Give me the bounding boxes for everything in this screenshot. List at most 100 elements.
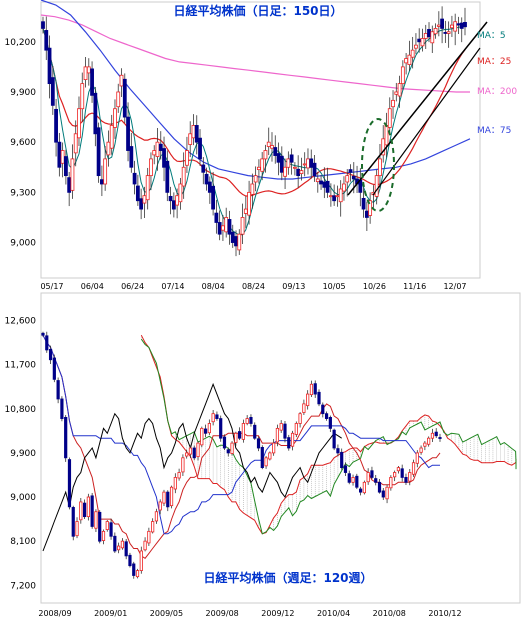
daily-candle bbox=[142, 195, 147, 204]
weekly-y-tick-label: 11,700 bbox=[5, 361, 37, 371]
daily-candle bbox=[90, 68, 94, 96]
daily-candle bbox=[453, 21, 458, 32]
daily-candle bbox=[283, 166, 287, 177]
weekly-candle bbox=[98, 511, 102, 542]
daily-candle bbox=[113, 108, 117, 128]
weekly-candle bbox=[264, 457, 268, 467]
weekly-candle bbox=[389, 477, 393, 489]
daily-candle bbox=[116, 91, 121, 108]
weekly-x-tick-label: 2010/12 bbox=[428, 609, 461, 618]
daily-candle bbox=[312, 162, 317, 177]
daily-candle bbox=[351, 175, 356, 180]
daily-candle bbox=[70, 158, 75, 191]
weekly-candle bbox=[306, 393, 310, 407]
weekly-candle bbox=[64, 417, 68, 459]
daily-candle bbox=[204, 173, 209, 185]
weekly-candle bbox=[287, 437, 291, 449]
daily-candle bbox=[384, 125, 389, 146]
weekly-candle bbox=[268, 452, 272, 460]
daily-candle bbox=[44, 30, 49, 51]
weekly-candle bbox=[82, 502, 87, 518]
daily-candle bbox=[292, 166, 297, 169]
weekly-candle bbox=[366, 472, 370, 483]
weekly-candle bbox=[396, 467, 401, 472]
daily-candle bbox=[41, 21, 45, 29]
weekly-y-tick-label: 7,200 bbox=[10, 581, 36, 591]
weekly-x-tick-label: 2009/05 bbox=[150, 609, 183, 618]
daily-x-tick-label: 06/24 bbox=[121, 282, 144, 291]
weekly-candle bbox=[196, 442, 200, 458]
daily-candle bbox=[315, 178, 320, 183]
daily-x-tick-label: 08/04 bbox=[202, 282, 225, 291]
daily-candle bbox=[158, 143, 163, 151]
weekly-candle bbox=[374, 478, 378, 483]
daily-candle bbox=[463, 21, 467, 28]
daily-candle bbox=[149, 158, 153, 177]
daily-candle bbox=[188, 133, 193, 145]
weekly-candle bbox=[362, 481, 366, 494]
daily-candle bbox=[338, 188, 343, 203]
daily-candle bbox=[132, 172, 137, 185]
daily-candle bbox=[168, 195, 173, 202]
daily-candle bbox=[57, 141, 62, 168]
weekly-candle bbox=[71, 507, 75, 537]
daily-candle bbox=[181, 166, 186, 187]
daily-x-tick-label: 06/04 bbox=[81, 282, 104, 291]
daily-x-tick-label: 08/24 bbox=[242, 282, 265, 291]
weekly-candle bbox=[151, 521, 155, 533]
daily-candle bbox=[446, 31, 451, 34]
daily-candle bbox=[109, 125, 114, 149]
weekly-candle bbox=[279, 423, 283, 431]
daily-candle bbox=[145, 175, 150, 201]
weekly-candle bbox=[67, 459, 72, 508]
weekly-candle bbox=[158, 501, 162, 511]
daily-candle bbox=[423, 33, 428, 39]
daily-candle bbox=[155, 141, 160, 157]
weekly-candle bbox=[234, 432, 238, 443]
weekly-candle bbox=[238, 431, 242, 439]
daily-candle bbox=[103, 158, 108, 185]
daily-candle bbox=[414, 44, 418, 49]
weekly-candle bbox=[219, 418, 223, 439]
weekly-candle bbox=[128, 554, 132, 567]
daily-candle bbox=[381, 138, 386, 156]
daily-candle bbox=[230, 231, 235, 243]
daily-candle bbox=[60, 150, 65, 164]
daily-candle bbox=[83, 66, 88, 81]
daily-candle bbox=[178, 183, 183, 203]
daily-candle bbox=[211, 185, 216, 210]
weekly-candle bbox=[328, 417, 332, 429]
daily-x-tick-label: 12/07 bbox=[443, 282, 466, 291]
weekly-candle bbox=[215, 414, 219, 419]
trend-line-upper bbox=[347, 21, 488, 196]
weekly-candle bbox=[381, 490, 385, 498]
daily-candle bbox=[224, 217, 229, 233]
weekly-candle bbox=[256, 438, 261, 449]
kijun-line bbox=[42, 334, 440, 535]
daily-candle bbox=[217, 222, 222, 235]
daily-x-tick-label: 09/13 bbox=[282, 282, 305, 291]
daily-chart-title: 日経平均株価（日足：150日） bbox=[173, 3, 342, 18]
tenkan-line bbox=[42, 334, 441, 559]
daily-candle bbox=[302, 163, 307, 166]
daily-candle bbox=[253, 175, 258, 183]
weekly-candle bbox=[347, 473, 351, 483]
weekly-candle bbox=[135, 570, 140, 578]
daily-candle bbox=[427, 29, 431, 38]
senkou-span-b bbox=[140, 338, 517, 535]
weekly-candle bbox=[139, 550, 143, 571]
weekly-candle bbox=[222, 436, 227, 449]
daily-candle bbox=[129, 146, 134, 168]
daily-candle bbox=[135, 185, 140, 202]
weekly-candle bbox=[385, 486, 389, 500]
weekly-candle bbox=[86, 496, 90, 518]
weekly-candle bbox=[41, 332, 45, 336]
daily-candle bbox=[433, 28, 438, 35]
weekly-candle bbox=[188, 447, 193, 455]
daily-candle bbox=[266, 141, 271, 147]
daily-candle bbox=[335, 195, 340, 198]
daily-x-tick-label: 10/05 bbox=[323, 282, 346, 291]
weekly-candle bbox=[393, 472, 397, 478]
daily-candle bbox=[47, 47, 52, 85]
weekly-candle bbox=[162, 491, 166, 504]
